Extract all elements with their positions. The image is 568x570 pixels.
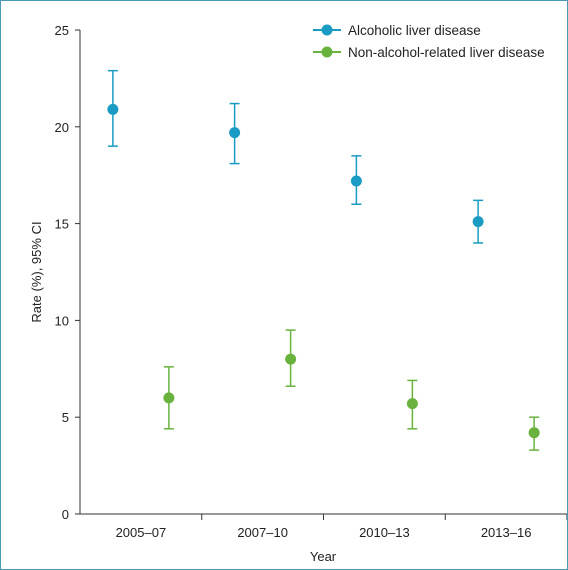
alcoholic-point (229, 127, 241, 139)
y-axis-title: Rate (%), 95% CI (29, 221, 44, 322)
legend-alcoholic-label: Alcoholic liver disease (348, 23, 481, 38)
y-tick-label: 10 (55, 313, 69, 328)
y-tick-label: 0 (62, 507, 69, 522)
x-tick-label: 2007–10 (237, 525, 288, 540)
legend-nonalcohol-marker (321, 46, 333, 58)
legend: Alcoholic liver disease Non-alcohol-rela… (313, 23, 545, 60)
x-axis-title: Year (310, 549, 337, 564)
alcoholic-point (350, 175, 362, 187)
alcoholic-point (472, 216, 484, 228)
y-tick-label: 25 (55, 23, 69, 38)
nonalcohol-point (406, 398, 418, 410)
nonalcohol-point (528, 427, 540, 439)
y-tick-label: 15 (55, 217, 69, 232)
legend-nonalcohol-label: Non-alcohol-related liver disease (348, 45, 545, 60)
x-tick-label: 2013–16 (481, 525, 532, 540)
y-tick-label: 20 (55, 120, 69, 135)
alcoholic-point (107, 103, 119, 115)
x-ticks: 2005–07 2007–10 2010–13 2013–16 (116, 514, 567, 540)
legend-alcoholic-marker (321, 24, 333, 36)
plot-series (107, 69, 540, 451)
nonalcohol-point (163, 392, 175, 404)
y-tick-label: 5 (62, 410, 69, 425)
y-ticks: 0 5 10 15 20 25 (55, 23, 80, 522)
nonalcohol-point (285, 353, 297, 365)
x-tick-label: 2005–07 (116, 525, 167, 540)
x-tick-label: 2010–13 (359, 525, 410, 540)
